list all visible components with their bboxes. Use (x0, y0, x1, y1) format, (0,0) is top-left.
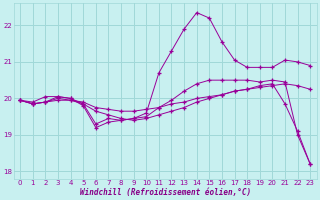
X-axis label: Windchill (Refroidissement éolien,°C): Windchill (Refroidissement éolien,°C) (80, 188, 251, 197)
